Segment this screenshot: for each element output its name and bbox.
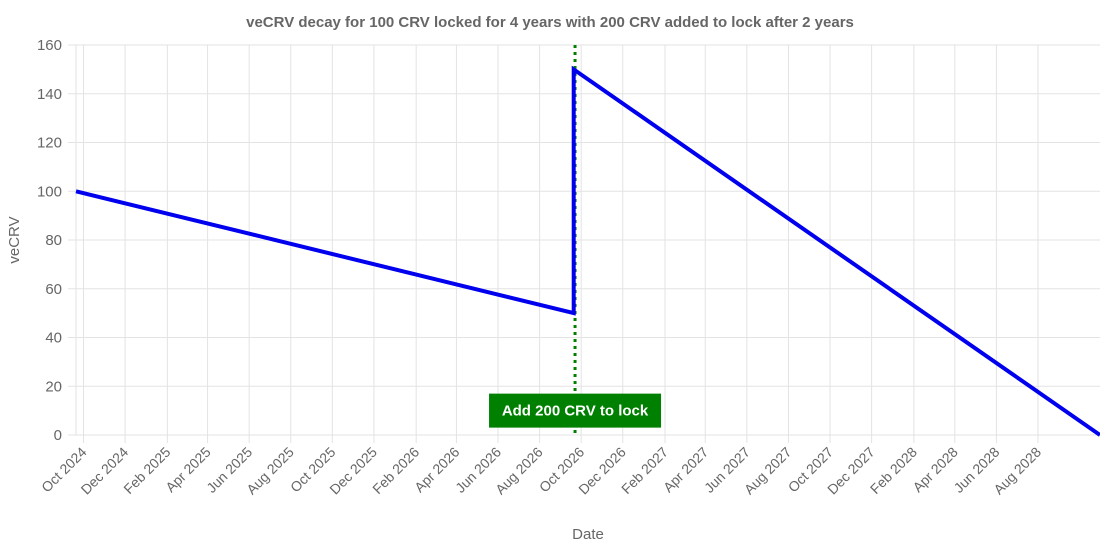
annotation-label: Add 200 CRV to lock: [502, 403, 649, 420]
y-tick-label: 40: [45, 330, 62, 347]
annotation-layer: Add 200 CRV to lock: [489, 45, 662, 435]
x-tick-label: Feb 2027: [618, 444, 671, 497]
annotation-label-box: [489, 393, 662, 428]
grid: [68, 44, 1100, 443]
y-tick-label: 160: [37, 37, 62, 54]
x-tick-label: Feb 2026: [369, 444, 422, 497]
y-tick-label: 60: [45, 281, 62, 298]
series-layer: [75, 65, 1100, 437]
x-tick-label: Feb 2025: [120, 444, 173, 497]
y-tick-label: 80: [45, 232, 62, 249]
y-tick-label: 140: [37, 86, 62, 103]
series-line: [75, 65, 1100, 437]
y-tick-label: 120: [37, 135, 62, 152]
chart-title: veCRV decay for 100 CRV locked for 4 yea…: [246, 14, 854, 31]
x-tick-label: Feb 2028: [867, 444, 920, 497]
y-axis-ticks: 0 20 40 60 80 100 120 140 160: [37, 37, 62, 444]
y-tick-label: 100: [37, 183, 62, 200]
x-axis-title: Date: [572, 526, 604, 543]
y-tick-label: 0: [54, 427, 62, 444]
y-axis-title: veCRV: [6, 216, 23, 263]
y-tick-label: 20: [45, 378, 62, 395]
